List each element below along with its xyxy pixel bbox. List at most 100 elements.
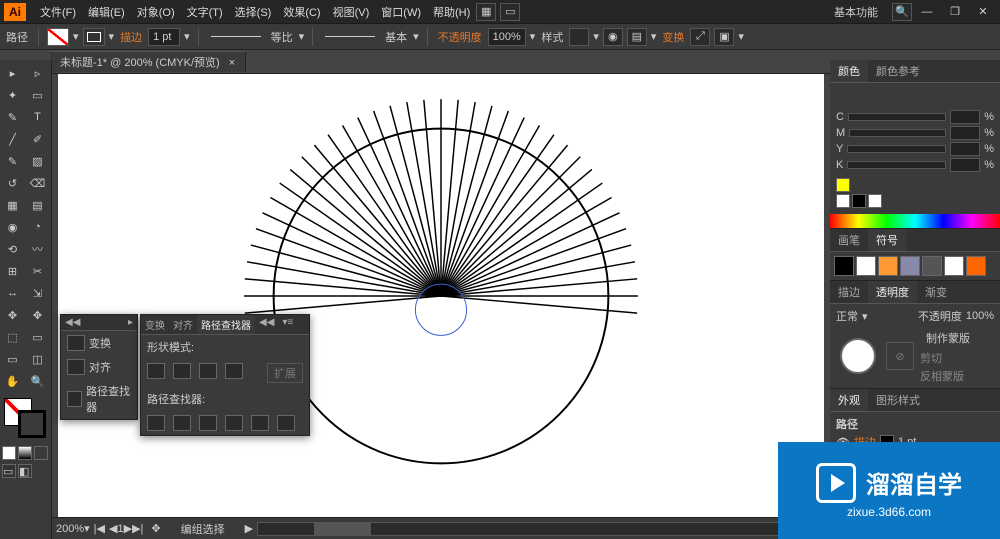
restore-button[interactable]: ❐	[942, 3, 968, 21]
color-mode-icon[interactable]	[2, 446, 16, 460]
document-tab[interactable]: 未标题-1* @ 200% (CMYK/预览) ×	[50, 51, 246, 72]
last-page-icon[interactable]: ▶|	[132, 522, 143, 535]
tool-button[interactable]: ◉	[0, 216, 25, 238]
chevron-down-icon[interactable]: ▾	[299, 30, 305, 43]
tool-button[interactable]: ↺	[0, 172, 25, 194]
menu-item[interactable]: 对象(O)	[131, 4, 181, 20]
channel-slider[interactable]	[848, 113, 946, 121]
gradient-mode-icon[interactable]	[18, 446, 32, 460]
minimize-button[interactable]: ―	[914, 3, 940, 21]
fill-swatch[interactable]	[47, 28, 69, 46]
chevron-down-icon[interactable]: ▾	[73, 30, 79, 43]
mini-panel-dock[interactable]: ◀◀▸ 变换对齐路径查找器	[60, 314, 138, 420]
channel-value[interactable]	[950, 142, 980, 156]
tool-button[interactable]: ✐	[25, 128, 50, 150]
panel-shortcut[interactable]: 变换	[61, 331, 137, 355]
style-swatch[interactable]	[569, 28, 589, 46]
workspace-mode[interactable]: 基本功能	[834, 4, 878, 20]
close-icon[interactable]: ×	[229, 57, 235, 69]
tool-button[interactable]: ▦	[0, 194, 25, 216]
tool-button[interactable]: ⌫	[25, 172, 50, 194]
menu-item[interactable]: 选择(S)	[229, 4, 278, 20]
tab-transparency[interactable]: 透明度	[868, 281, 917, 303]
minus-back-icon[interactable]	[277, 415, 295, 431]
tool-button[interactable]: ▨	[25, 150, 50, 172]
tab-gradient[interactable]: 渐变	[917, 281, 955, 303]
menu-item[interactable]: 编辑(E)	[82, 4, 131, 20]
minus-front-icon[interactable]	[173, 363, 191, 379]
stroke-box[interactable]	[18, 410, 46, 438]
tool-button[interactable]: ⟲	[0, 238, 25, 260]
canvas[interactable]	[58, 74, 824, 517]
tool-button[interactable]: ✋	[0, 370, 25, 392]
expand-button[interactable]: 扩展	[267, 363, 303, 383]
close-button[interactable]: ✕	[970, 3, 996, 21]
chevron-down-icon[interactable]: ▾	[413, 30, 419, 43]
fill-stroke-control[interactable]	[2, 396, 49, 440]
tool-button[interactable]: ◫	[25, 348, 50, 370]
symbol-swatch[interactable]	[878, 256, 898, 276]
tool-button[interactable]: ✎	[0, 106, 25, 128]
appearance-item[interactable]: 路径	[836, 416, 994, 432]
tool-button[interactable]: ▹	[25, 62, 50, 84]
exclude-icon[interactable]	[225, 363, 243, 379]
none-swatch[interactable]	[836, 194, 850, 208]
opacity-value-field[interactable]: 100%	[966, 310, 994, 322]
black-swatch[interactable]	[852, 194, 866, 208]
tool-button[interactable]: ▭	[25, 84, 50, 106]
bridge-icon[interactable]: ▦	[476, 3, 496, 21]
chevron-down-icon[interactable]: ▾	[109, 30, 115, 43]
tab-stroke[interactable]: 描边	[830, 281, 868, 303]
symbol-swatch[interactable]	[856, 256, 876, 276]
spectrum-bar[interactable]	[830, 214, 1000, 228]
tool-button[interactable]: ✂	[25, 260, 50, 282]
chevron-down-icon[interactable]: ▾	[651, 30, 657, 43]
panel-tab[interactable]: 路径查找器	[197, 315, 255, 334]
tool-button[interactable]: ✥	[25, 304, 50, 326]
tab-color[interactable]: 颜色	[830, 60, 868, 82]
make-mask-button[interactable]: 制作蒙版	[920, 328, 976, 348]
panel-menu-icon[interactable]: ▾≡	[278, 315, 297, 334]
panel-menu-icon[interactable]: ◀◀	[61, 315, 84, 330]
merge-icon[interactable]	[199, 415, 217, 431]
tool-button[interactable]: ▸	[0, 62, 25, 84]
prev-page-icon[interactable]: ◀	[109, 522, 117, 535]
channel-slider[interactable]	[847, 145, 946, 153]
tool-button[interactable]: ✎	[0, 150, 25, 172]
divide-icon[interactable]	[147, 415, 165, 431]
pathfinder-panel[interactable]: 变换对齐路径查找器◀◀▾≡ 形状模式: 扩展 路径查找器:	[140, 314, 310, 436]
search-icon[interactable]: 🔍	[892, 3, 912, 21]
symbol-swatch[interactable]	[944, 256, 964, 276]
panel-tab[interactable]: 对齐	[169, 315, 197, 334]
tab-graphic-styles[interactable]: 图形样式	[868, 389, 928, 411]
none-mode-icon[interactable]	[34, 446, 48, 460]
menu-item[interactable]: 帮助(H)	[427, 4, 476, 20]
tool-button[interactable]: 〰	[25, 238, 50, 260]
chevron-down-icon[interactable]: ▾	[84, 522, 90, 535]
tool-button[interactable]: ⬚	[0, 326, 25, 348]
trim-icon[interactable]	[173, 415, 191, 431]
panel-shortcut[interactable]: 对齐	[61, 355, 137, 379]
channel-value[interactable]	[950, 110, 980, 124]
arrange-icon[interactable]: ▭	[500, 3, 520, 21]
opacity-field[interactable]: 100%	[488, 28, 526, 46]
white-swatch[interactable]	[868, 194, 882, 208]
transform-icon[interactable]: ⤢	[690, 28, 710, 46]
panel-shortcut[interactable]: 路径查找器	[61, 379, 137, 419]
tool-button[interactable]: ◔	[25, 216, 50, 238]
menu-item[interactable]: 文件(F)	[34, 4, 82, 20]
chevron-down-icon[interactable]: ▾	[530, 30, 536, 43]
align-icon[interactable]: ▤	[627, 28, 647, 46]
tool-button[interactable]: ⇲	[25, 282, 50, 304]
opacity-label[interactable]: 不透明度	[436, 29, 484, 45]
tab-brushes[interactable]: 画笔	[830, 229, 868, 251]
unite-icon[interactable]	[147, 363, 165, 379]
status-arrow-icon[interactable]: ▶	[245, 522, 253, 535]
tool-button[interactable]: ▭	[25, 326, 50, 348]
zoom-field[interactable]: 200%	[56, 523, 84, 535]
stroke-weight-field[interactable]: 1 pt	[148, 28, 180, 46]
intersect-icon[interactable]	[199, 363, 217, 379]
horizontal-scrollbar[interactable]	[257, 522, 822, 536]
profile-preview[interactable]	[325, 36, 375, 37]
transform-label[interactable]: 变换	[660, 29, 686, 45]
